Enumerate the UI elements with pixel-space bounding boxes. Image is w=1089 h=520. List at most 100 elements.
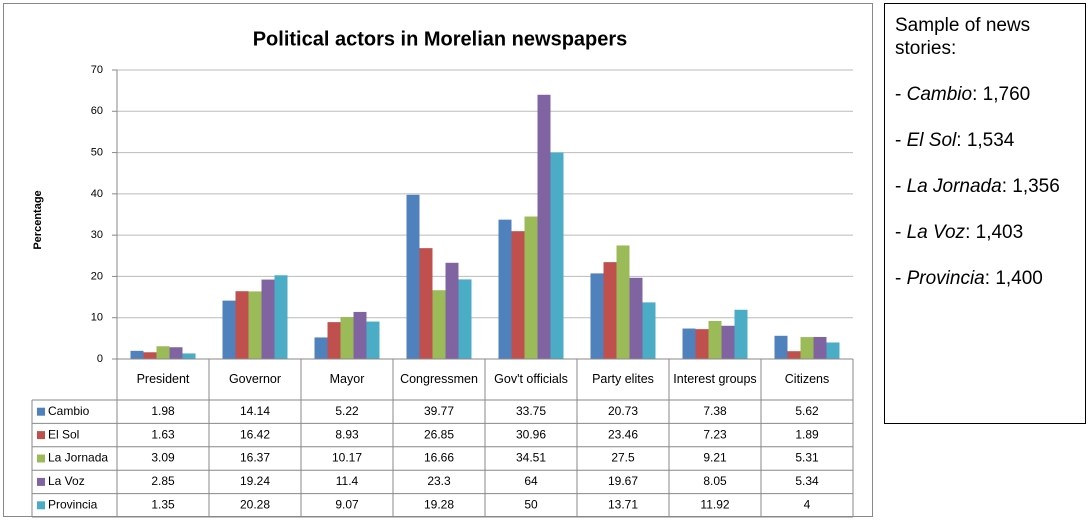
- side-note: Sample of news stories: Cambio1,760 El So…: [884, 3, 1086, 424]
- y-tick-label: 70: [91, 64, 103, 76]
- side-note-item: El Sol1,534: [895, 129, 1075, 152]
- y-tick-label: 10: [91, 312, 103, 324]
- bar: [366, 321, 380, 359]
- table-value: 3.09: [151, 451, 175, 465]
- bar: [721, 325, 735, 359]
- bar: [419, 248, 433, 359]
- legend-label: Cambio: [48, 404, 90, 418]
- bar: [169, 347, 183, 359]
- table-value: 9.07: [335, 497, 359, 511]
- y-tick-label: 60: [91, 105, 103, 117]
- bar: [432, 290, 446, 359]
- bar: [695, 329, 709, 359]
- bar: [222, 300, 236, 359]
- table-value: 19.24: [240, 474, 270, 488]
- table-value: 8.93: [335, 427, 359, 441]
- bar: [734, 309, 748, 359]
- legend-label: Provincia: [48, 497, 98, 511]
- table-value: 34.51: [516, 451, 546, 465]
- table-value: 1.89: [795, 427, 819, 441]
- table-value: 5.34: [795, 474, 819, 488]
- bar: [314, 337, 328, 359]
- table-value: 16.37: [240, 451, 270, 465]
- side-note-item: La Jornada1,356: [895, 175, 1075, 198]
- bar: [787, 351, 801, 359]
- table-value: 16.66: [424, 451, 454, 465]
- table-value: 26.85: [424, 427, 454, 441]
- table-value: 11.92: [700, 497, 729, 511]
- bar: [143, 352, 157, 359]
- table-value: 7.38: [703, 404, 727, 418]
- table-value: 50: [524, 497, 538, 511]
- legend-swatch: [37, 431, 45, 440]
- table-value: 27.5: [611, 451, 635, 465]
- chart-title: Political actors in Morelian newspapers: [253, 28, 628, 50]
- x-tick-label: Governor: [229, 372, 281, 386]
- y-tick-label: 50: [91, 146, 103, 158]
- table-value: 5.62: [795, 404, 819, 418]
- bar: [682, 328, 696, 359]
- bar: [248, 291, 262, 359]
- side-note-name: El Sol: [907, 130, 967, 151]
- bar: [130, 350, 144, 359]
- x-tick-label: Gov't officials: [494, 372, 568, 386]
- chart: Political actors in Morelian newspapers …: [3, 3, 873, 518]
- bar: [406, 194, 420, 359]
- bar: [327, 322, 341, 359]
- bar: [642, 302, 656, 359]
- legend-swatch: [37, 501, 45, 510]
- x-tick-label: Citizens: [785, 372, 829, 386]
- bar: [511, 231, 525, 359]
- bar: [826, 342, 840, 359]
- bar: [813, 336, 827, 359]
- bar: [353, 311, 367, 359]
- table-value: 8.05: [703, 474, 727, 488]
- chart-frame: [3, 3, 873, 517]
- table-value: 33.75: [516, 404, 546, 418]
- legend-swatch: [37, 454, 45, 463]
- bar: [340, 317, 354, 359]
- table-value: 5.31: [795, 451, 819, 465]
- y-tick-label: 20: [91, 270, 103, 282]
- side-note-count: 1,534: [966, 130, 1015, 151]
- table-value: 2.85: [151, 474, 175, 488]
- side-note-title: Sample of news stories:: [895, 15, 1031, 59]
- bar: [524, 216, 538, 359]
- table-value: 13.71: [608, 497, 638, 511]
- table-value: 23.46: [608, 427, 638, 441]
- table-value: 30.96: [516, 427, 546, 441]
- side-note-count: 1,760: [982, 84, 1031, 105]
- bar: [550, 152, 564, 359]
- x-tick-label: Congressmen: [400, 372, 478, 386]
- bar: [629, 277, 643, 359]
- bar: [458, 279, 472, 359]
- table-value: 9.21: [703, 451, 727, 465]
- table-value: 64: [524, 474, 538, 488]
- table-value: 19.67: [608, 474, 638, 488]
- table-value: 20.73: [608, 404, 638, 418]
- side-note-count: 1,400: [995, 268, 1043, 289]
- bar: [274, 275, 288, 359]
- table-value: 4: [804, 497, 811, 511]
- table-value: 23.3: [427, 474, 451, 488]
- table-value: 1.35: [151, 497, 175, 511]
- bar: [235, 291, 249, 359]
- side-note-count: 1,403: [975, 222, 1024, 243]
- table-value: 10.17: [332, 451, 362, 465]
- legend-label: El Sol: [48, 427, 79, 441]
- bar: [603, 262, 617, 359]
- x-tick-label: Party elites: [592, 372, 654, 386]
- y-tick-label: 30: [91, 229, 103, 241]
- bar: [261, 279, 275, 359]
- table-value: 11.4: [336, 474, 359, 488]
- table-value: 5.22: [335, 404, 359, 418]
- bar: [774, 335, 788, 359]
- side-note-item: La Voz1,403: [895, 221, 1075, 244]
- legend-label: La Voz: [48, 474, 85, 488]
- legend-swatch: [37, 407, 45, 416]
- side-note-name: Provincia: [907, 268, 996, 289]
- table-value: 14.14: [240, 404, 270, 418]
- side-note-item: Provincia1,400: [895, 267, 1075, 290]
- bar: [800, 337, 814, 359]
